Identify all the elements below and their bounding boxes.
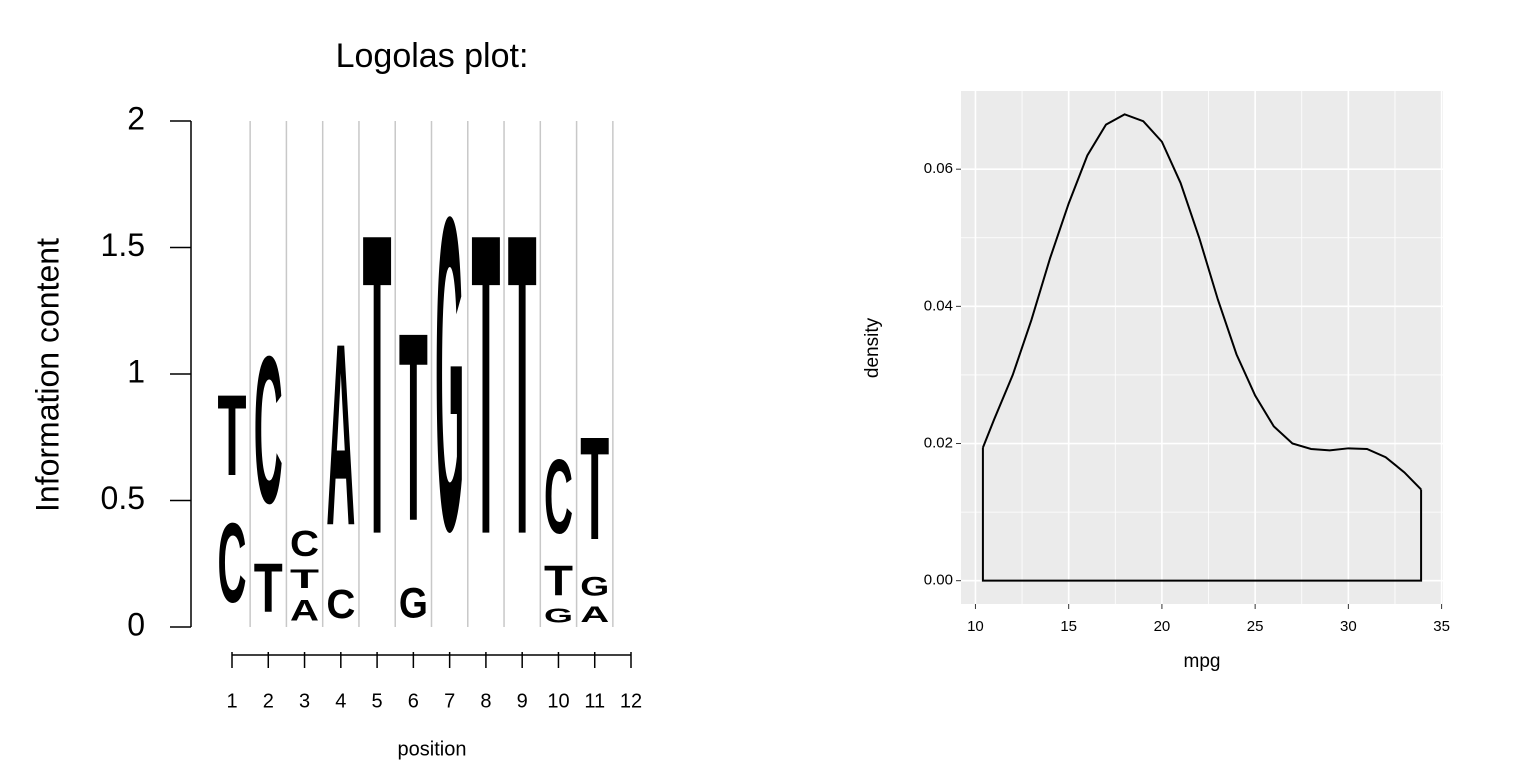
letter-glyph: T <box>508 145 537 624</box>
logo-letter: G <box>544 605 573 627</box>
x-tick-label: 10 <box>967 618 984 635</box>
letter-glyph: T <box>399 276 428 577</box>
y-tick-label: 0 <box>127 606 145 642</box>
logo-letter: C <box>544 438 573 557</box>
letter-glyph: G <box>399 579 428 627</box>
logo-letter: T <box>471 145 500 624</box>
density-line <box>981 113 1422 491</box>
x-axis-label: position <box>398 738 467 760</box>
y-tick-label: 0.02 <box>924 434 953 451</box>
logo-letter: T <box>290 564 319 594</box>
x-tick-label: 8 <box>480 690 491 712</box>
x-tick-label: 2 <box>263 690 274 712</box>
y-tick-label: 2 <box>127 100 145 136</box>
logo-letter: C <box>290 524 319 565</box>
logo-letter: T <box>508 145 537 624</box>
x-tick-label: 35 <box>1433 618 1450 635</box>
logo-letter: T <box>218 371 247 500</box>
x-tick-label: 3 <box>299 690 310 712</box>
panel <box>961 91 1443 604</box>
letter-glyph: C <box>544 438 573 557</box>
y-axis-label: density <box>862 317 883 378</box>
letter-glyph: G <box>544 605 573 627</box>
letter-glyph: T <box>254 548 283 626</box>
x-tick-label: 12 <box>620 690 642 712</box>
logo-letter: G <box>399 579 428 627</box>
letter-glyph: T <box>363 145 392 624</box>
letter-glyph: A <box>326 291 355 580</box>
x-tick-label: 25 <box>1247 618 1264 635</box>
letter-glyph: G <box>580 571 609 602</box>
logo-letter: T <box>580 407 609 571</box>
x-tick-label: 4 <box>335 690 346 712</box>
letter-glyph: T <box>471 145 500 624</box>
letter-glyph: A <box>290 595 319 628</box>
logo-letter: C <box>326 581 355 627</box>
y-tick-label: 0.06 <box>924 160 953 177</box>
x-tick-label: 30 <box>1340 618 1357 635</box>
x-tick-label: 1 <box>226 690 237 712</box>
y-tick-label: 1.5 <box>101 227 145 263</box>
letter-glyph: T <box>218 371 247 500</box>
x-tick-label: 20 <box>1154 618 1171 635</box>
y-tick-label: 0.5 <box>101 480 145 516</box>
letter-glyph: C <box>326 581 355 627</box>
logo-letter: C <box>218 500 247 627</box>
y-tick-label: 0.00 <box>924 572 953 589</box>
logo-letter: C <box>254 313 283 548</box>
chart-title: Logolas plot: <box>336 37 529 75</box>
x-tick-label: 7 <box>444 690 455 712</box>
letter-glyph: C <box>254 313 283 548</box>
logo-letter: T <box>363 145 392 624</box>
letter-glyph: C <box>218 500 247 627</box>
x-tick-label: 9 <box>517 690 528 712</box>
logo-letter: G <box>435 126 464 625</box>
x-tick-label: 15 <box>1060 618 1077 635</box>
y-tick-label: 1 <box>127 353 145 389</box>
y-tick-label: 0.04 <box>924 297 953 314</box>
logo-letter: A <box>580 602 609 627</box>
letter-glyph: T <box>544 556 573 604</box>
logo-letter: T <box>399 276 428 577</box>
x-axis-label: mpg <box>1184 651 1221 672</box>
x-tick-label: 5 <box>372 690 383 712</box>
x-tick-label: 6 <box>408 690 419 712</box>
x-tick-label: 11 <box>584 690 605 712</box>
letter-glyph: T <box>290 564 319 594</box>
letter-glyph: G <box>435 126 464 625</box>
logo-letter: A <box>326 291 355 580</box>
letter-glyph: T <box>580 407 609 571</box>
density-outline <box>981 447 1423 582</box>
letter-glyph: A <box>580 602 609 627</box>
letter-glyph: C <box>290 524 319 565</box>
logo-letter: T <box>544 556 573 604</box>
logo-letter: T <box>254 548 283 626</box>
logo-letter: G <box>580 571 609 602</box>
x-tick-label: 10 <box>547 690 569 712</box>
logo-letter: A <box>290 595 319 628</box>
y-axis-label: Information content <box>29 238 65 512</box>
